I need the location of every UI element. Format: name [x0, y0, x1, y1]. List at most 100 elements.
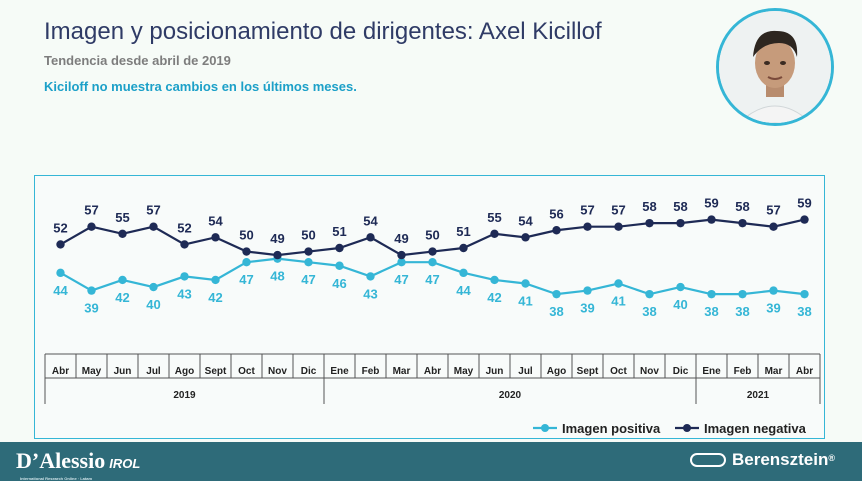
data-label: 42	[487, 290, 501, 305]
legend-marker	[541, 424, 549, 432]
x-tick-label: May	[454, 366, 474, 377]
x-tick-label: Jun	[486, 366, 504, 377]
x-tick-label: Jul	[518, 366, 533, 377]
data-label: 51	[332, 224, 346, 239]
page-subtitle: Tendencia desde abril de 2019	[44, 53, 231, 68]
data-label: 50	[425, 228, 439, 243]
data-label: 58	[735, 199, 749, 214]
berensztein-mark-icon	[690, 453, 726, 467]
x-tick-label: Nov	[268, 366, 287, 377]
data-label: 43	[363, 286, 377, 301]
data-label: 39	[766, 301, 780, 316]
x-tick-label: Abr	[796, 366, 813, 377]
data-point	[552, 226, 561, 235]
berensztein-logo-text: Berensztein	[732, 450, 829, 469]
data-point	[366, 233, 375, 242]
data-label: 47	[239, 272, 253, 287]
data-label: 58	[642, 199, 656, 214]
data-point	[304, 258, 313, 267]
legend-label: Imagen negativa	[704, 421, 807, 436]
data-label: 44	[456, 283, 471, 298]
data-point	[738, 218, 747, 228]
data-point	[552, 289, 561, 299]
data-point	[707, 215, 716, 224]
data-label: 58	[673, 199, 687, 214]
data-point	[800, 215, 809, 224]
irol-logo-text: IROL	[109, 456, 141, 471]
data-label: 38	[735, 304, 749, 319]
data-point	[521, 233, 530, 242]
data-point	[428, 258, 437, 267]
x-tick-label: Oct	[238, 366, 255, 377]
data-label: 43	[177, 286, 191, 301]
data-label: 41	[518, 294, 532, 309]
data-label: 59	[797, 196, 811, 211]
data-point	[56, 240, 65, 249]
x-tick-label: Sept	[205, 366, 227, 377]
data-label: 40	[673, 297, 687, 312]
dalessio-logo: D’Alessio IROL International Research Onl…	[16, 448, 141, 481]
data-label: 38	[797, 304, 811, 319]
year-label: 2020	[499, 390, 522, 401]
data-point	[614, 222, 623, 231]
x-tick-label: Jul	[146, 366, 161, 377]
dalessio-logo-text: D’Alessio	[16, 448, 106, 473]
data-label: 54	[363, 213, 378, 228]
data-point	[459, 268, 468, 278]
data-point	[242, 258, 251, 267]
data-point	[676, 218, 685, 228]
x-tick-label: May	[82, 366, 102, 377]
data-label: 57	[84, 203, 98, 218]
data-label: 39	[580, 301, 594, 316]
data-point	[397, 258, 406, 267]
data-point	[738, 289, 747, 299]
data-point	[769, 286, 778, 295]
chart-frame: Abr May Jun Jul Ago Sept Oct Nov Dic Ene Feb Mar Abr…	[34, 175, 825, 439]
data-label: 54	[208, 213, 223, 228]
data-label: 48	[270, 269, 284, 284]
data-point	[149, 282, 158, 292]
data-point	[87, 222, 96, 231]
data-point	[242, 247, 251, 256]
dalessio-logo-tagline: International Research Online · Latam	[20, 476, 93, 481]
page-title: Imagen y posicionamiento de dirigentes: …	[44, 18, 602, 45]
portrait-photo	[716, 8, 834, 126]
data-label: 57	[580, 203, 594, 218]
x-tick-label: Mar	[393, 366, 411, 377]
data-label: 51	[456, 224, 470, 239]
data-point	[397, 250, 406, 260]
data-point	[211, 275, 220, 285]
registered-mark: ®	[828, 453, 836, 463]
data-label: 38	[642, 304, 656, 319]
data-point	[118, 275, 127, 285]
data-label: 41	[611, 294, 625, 309]
data-label: 54	[518, 213, 533, 228]
data-point	[490, 229, 499, 238]
data-label: 56	[549, 206, 563, 221]
data-label: 47	[301, 272, 315, 287]
data-label: 55	[115, 210, 129, 225]
data-label: 42	[208, 290, 222, 305]
data-point	[335, 243, 344, 253]
data-label: 52	[53, 220, 67, 235]
x-tick-label: Ago	[175, 366, 194, 377]
data-point	[645, 289, 654, 299]
x-tick-label: Abr	[52, 366, 69, 377]
data-point	[304, 247, 313, 256]
data-point	[459, 243, 468, 253]
data-label: 40	[146, 297, 160, 312]
data-point	[490, 275, 499, 285]
data-label: 42	[115, 290, 129, 305]
footer-bar: D’Alessio IROL International Research Onl…	[0, 442, 862, 481]
data-point	[335, 261, 344, 270]
data-point	[521, 279, 530, 288]
data-label: 49	[270, 231, 284, 246]
x-tick-label: Jun	[114, 366, 132, 377]
data-point	[614, 279, 623, 288]
data-label: 55	[487, 210, 501, 225]
data-label: 47	[394, 272, 408, 287]
data-point	[428, 247, 437, 256]
data-label: 57	[611, 203, 625, 218]
x-tick-label: Nov	[640, 366, 659, 377]
data-point	[676, 282, 685, 292]
